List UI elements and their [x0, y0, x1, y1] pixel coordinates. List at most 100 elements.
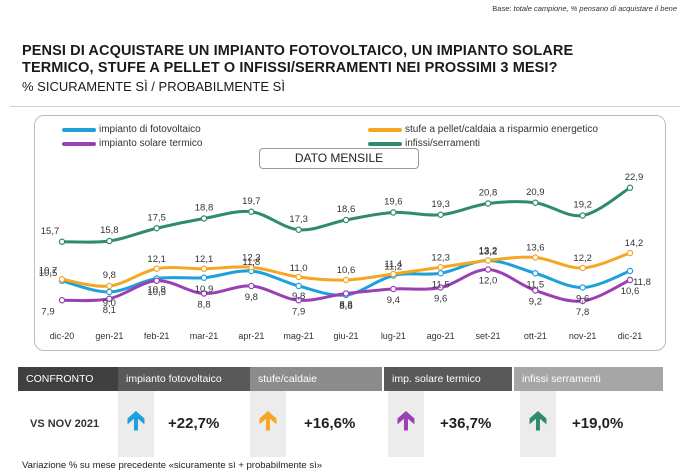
- data-point: [106, 282, 113, 290]
- comparison-row-label: VS NOV 2021: [30, 418, 100, 430]
- data-label: 9,0: [103, 298, 116, 309]
- data-point: [532, 199, 539, 206]
- data-point: [484, 257, 492, 264]
- data-point: [248, 282, 255, 290]
- data-point: [153, 225, 160, 232]
- data-point: [532, 254, 539, 261]
- x-tick-label: mag-21: [283, 331, 314, 341]
- x-tick-label: lug-21: [381, 331, 406, 341]
- data-point: [532, 270, 539, 277]
- page-subtitle: % SICURAMENTE SÌ / PROBABILMENTE SÌ: [22, 79, 285, 94]
- data-label: 10,8: [147, 285, 166, 296]
- data-label: 10,5: [39, 268, 58, 279]
- data-label: 17,5: [147, 212, 166, 223]
- comparison-header-solare: imp. solare termico: [384, 367, 512, 391]
- data-label: 12,1: [147, 254, 166, 265]
- legend-label-infissi: infissi/serramenti: [405, 138, 481, 149]
- data-point: [200, 215, 208, 222]
- data-point: [437, 264, 444, 271]
- data-point: [390, 270, 397, 278]
- data-label: 9,8: [103, 270, 116, 281]
- data-point: [153, 277, 160, 284]
- data-point: [579, 264, 586, 272]
- data-label: 7,8: [576, 307, 589, 318]
- x-tick-label: giu-21: [333, 331, 358, 341]
- data-label: 10,6: [621, 286, 640, 297]
- x-tick-label: dic-21: [618, 331, 643, 341]
- comparison-header-infissi: infissi serramenti: [514, 367, 663, 391]
- data-point: [390, 209, 397, 216]
- data-point: [626, 184, 634, 191]
- legend-item-stufe: stufe a pellet/caldaia a risparmio energ…: [368, 124, 598, 135]
- x-tick-label: feb-21: [144, 331, 170, 341]
- legend-swatch-stufe: [368, 127, 402, 132]
- comparison-value-infissi: +19,0%: [572, 415, 624, 432]
- x-tick-label: dic-20: [50, 331, 75, 341]
- data-point: [342, 216, 350, 224]
- data-point: [200, 265, 208, 272]
- data-label: 19,2: [573, 200, 592, 211]
- data-point: [437, 284, 444, 291]
- legend-item-solare: impianto solare termico: [62, 138, 202, 149]
- up-arrow-icon: 🡱: [388, 391, 424, 457]
- data-label: 9,2: [529, 297, 542, 308]
- data-point: [248, 208, 255, 215]
- base-note-label: Base:: [492, 4, 512, 13]
- monthly-data-label: DATO MENSILE: [259, 148, 419, 169]
- data-label: 13,6: [526, 243, 545, 254]
- data-point: [626, 249, 634, 257]
- data-label: 13,2: [479, 246, 498, 257]
- legend-swatch-infissi: [368, 141, 402, 146]
- data-point: [532, 287, 539, 294]
- data-label: 10,9: [195, 284, 214, 295]
- data-label: 8,1: [103, 305, 116, 316]
- legend-swatch-fotovoltaico: [62, 127, 96, 132]
- x-tick-label: gen-21: [95, 331, 123, 341]
- data-label: 17,3: [289, 214, 308, 225]
- data-label: 12,0: [479, 276, 498, 287]
- data-label: 10,6: [337, 265, 356, 276]
- chart-frame: [34, 115, 666, 351]
- data-label: 13,2: [479, 247, 498, 258]
- data-label: 14,2: [625, 238, 644, 249]
- data-label: 15,7: [41, 226, 60, 237]
- x-tick-label: mar-21: [190, 331, 219, 341]
- data-point: [295, 273, 302, 281]
- data-label: 18,8: [195, 203, 214, 214]
- footnote: Variazione % su mese precedente «sicuram…: [22, 460, 323, 471]
- data-point: [626, 267, 634, 275]
- data-point: [579, 212, 586, 219]
- data-point: [342, 290, 350, 297]
- data-point: [106, 288, 113, 296]
- divider: [10, 106, 680, 107]
- data-label: 11,4: [384, 259, 402, 270]
- data-label: 7,9: [292, 306, 305, 317]
- page-title: PENSI DI ACQUISTARE UN IMPIANTO FOTOVOLT…: [22, 43, 574, 76]
- legend-label-solare: impianto solare termico: [99, 138, 203, 149]
- legend-item-fotovoltaico: impianto di fotovoltaico: [62, 124, 201, 135]
- data-label: 11,5: [432, 279, 450, 290]
- data-label: 18,6: [337, 204, 356, 215]
- legend-label-stufe: stufe a pellet/caldaia a risparmio energ…: [405, 124, 598, 135]
- data-point: [106, 295, 113, 302]
- x-tick-label: ott-21: [524, 331, 547, 341]
- data-label: 9,8: [245, 292, 258, 303]
- base-note-text: totale campione, % pensano di acquistare…: [513, 4, 677, 13]
- data-point: [58, 276, 66, 283]
- x-tick-label: set-21: [475, 331, 500, 341]
- data-label: 9,8: [292, 291, 305, 302]
- data-label: 22,9: [625, 172, 644, 183]
- data-label: 8,8: [339, 300, 352, 311]
- comparison-header-fotovoltaico: impianto fotovoltaico: [118, 367, 250, 391]
- data-point: [295, 297, 302, 304]
- comparison-header-stufe: stufe/caldaie: [250, 367, 382, 391]
- comparison-value-fotovoltaico: +22,7%: [168, 415, 220, 432]
- data-label: 15,8: [100, 225, 119, 236]
- data-label: 19,3: [431, 199, 450, 210]
- data-point: [295, 226, 302, 233]
- x-tick-label: nov-21: [569, 331, 597, 341]
- data-label: 12,2: [573, 253, 592, 264]
- base-note: Base: totale campione, % pensano di acqu…: [492, 4, 677, 13]
- data-label: 8,8: [197, 300, 210, 311]
